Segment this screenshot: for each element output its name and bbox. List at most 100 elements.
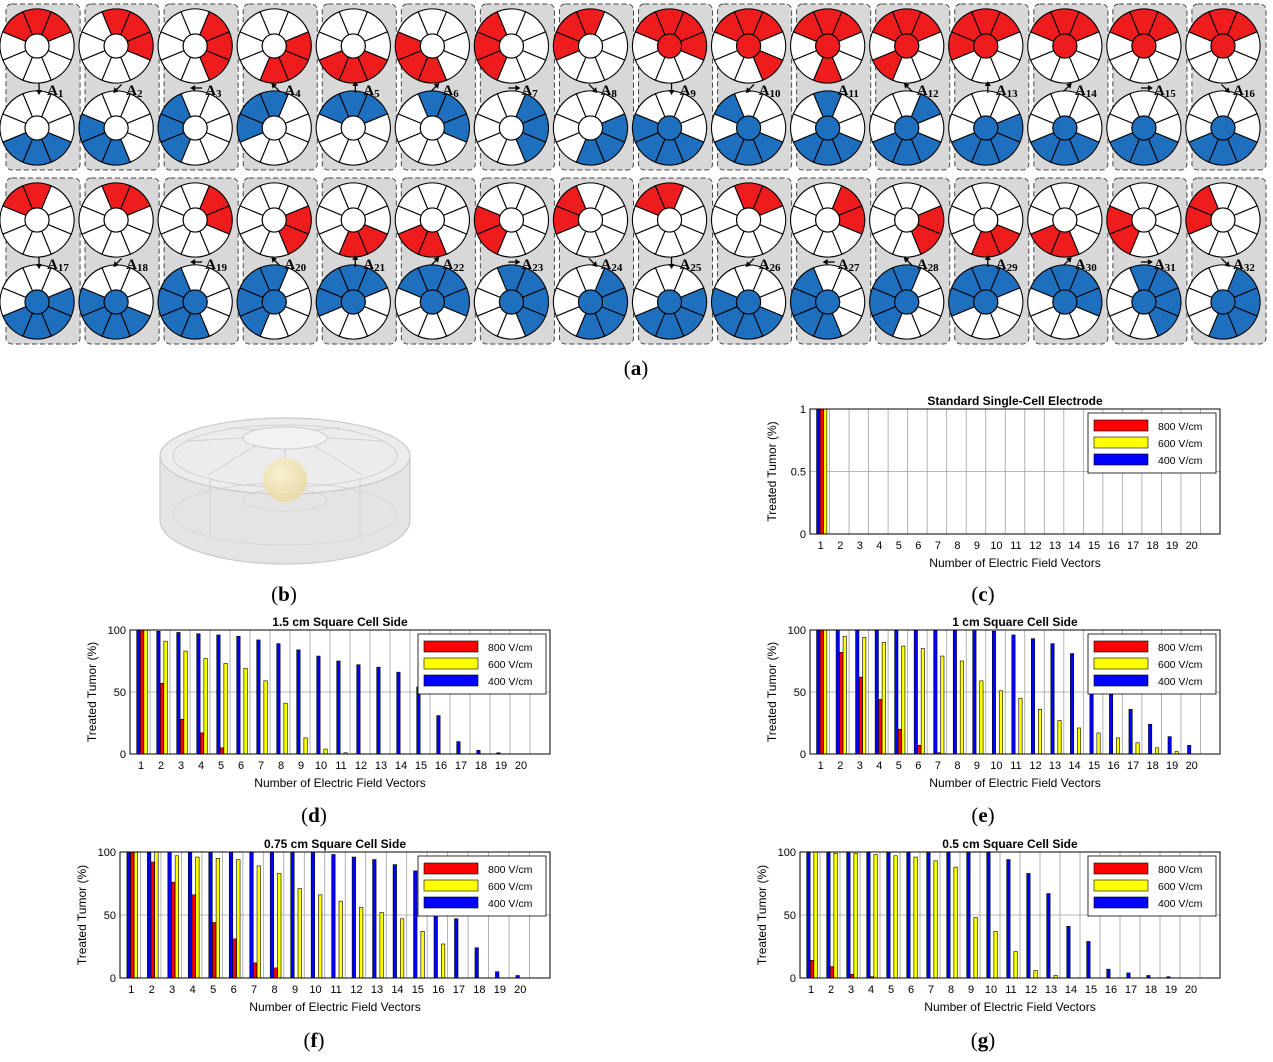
bar (874, 629, 879, 755)
bar (1148, 723, 1153, 755)
bar (273, 967, 278, 979)
negative-electrode-hub (894, 115, 920, 141)
legend-swatch (1093, 436, 1149, 449)
bar (1155, 747, 1160, 755)
legend-swatch (423, 657, 479, 670)
y-tick-label: 50 (104, 910, 116, 922)
field-direction-arrow (822, 259, 835, 265)
pattern-cell-a3: A3 (157, 3, 239, 171)
x-tick-label: 13 (375, 760, 387, 772)
x-tick-label: 12 (1025, 984, 1037, 996)
legend-entry: 400 V/cm (488, 676, 533, 688)
bar (1006, 859, 1011, 979)
negative-electrode-hub (182, 289, 208, 315)
legend-swatch (423, 640, 479, 653)
bar (441, 943, 446, 979)
bar (816, 629, 821, 755)
bar (136, 629, 141, 755)
bar (171, 881, 176, 979)
pattern-cell-a20: A20 (236, 177, 318, 345)
bar (220, 747, 225, 755)
bar (1096, 732, 1101, 755)
positive-electrode-hub (736, 207, 762, 233)
x-tick-label: 17 (455, 760, 467, 772)
figure-label-d: (d) (301, 803, 327, 827)
bar (296, 649, 301, 755)
bar (862, 637, 867, 755)
bar (143, 629, 148, 755)
field-direction-arrow (190, 259, 203, 265)
bar (940, 655, 945, 755)
bar (1128, 709, 1133, 755)
bar (436, 715, 441, 755)
bar (1057, 720, 1062, 755)
bar (126, 851, 131, 979)
x-axis-label: Number of Electric Field Vectors (249, 1000, 420, 1014)
x-tick-label: 19 (495, 760, 507, 772)
bar (1086, 941, 1091, 979)
plot-frame (799, 851, 1221, 979)
pattern-label: A29 (996, 257, 1018, 274)
bar (973, 917, 978, 979)
y-axis-label: Treated Tumor (%) (85, 642, 99, 742)
positive-electrode-hub (656, 207, 683, 233)
bar (835, 629, 840, 755)
x-tick-label: 1 (128, 984, 134, 996)
chart-title: 1.5 cm Square Cell Side (272, 615, 408, 629)
pattern-cell-a4: A4 (236, 3, 318, 171)
negative-electrode-hub (1131, 289, 1157, 315)
x-tick-label: 11 (1005, 984, 1016, 996)
x-tick-label: 18 (1147, 540, 1159, 552)
bar (855, 629, 860, 755)
pattern-label: A4 (284, 83, 301, 100)
field-direction-arrow (588, 258, 598, 267)
x-tick-label: 19 (1166, 540, 1178, 552)
bar (183, 650, 188, 755)
negative-electrode-hub (1131, 115, 1157, 141)
field-direction-arrow (903, 257, 913, 266)
x-tick-label: 8 (954, 540, 960, 552)
bar (256, 865, 261, 979)
negative-electrode-hub (1210, 115, 1236, 141)
bar (130, 851, 135, 979)
bar (986, 851, 991, 979)
bar (873, 854, 878, 979)
field-direction-arrow (36, 83, 43, 95)
x-tick-label: 15 (1088, 760, 1100, 772)
pattern-cell-a14: A14 (1027, 3, 1109, 171)
y-tick-label: 1 (800, 404, 806, 416)
bar (1038, 709, 1042, 755)
bar (913, 856, 918, 979)
bar (913, 629, 918, 755)
bar (1135, 742, 1140, 755)
legend-entry: 400 V/cm (488, 898, 533, 910)
field-direction-arrow (430, 257, 440, 266)
legend-swatch (1093, 453, 1149, 466)
bar (1126, 972, 1131, 979)
x-tick-label: 17 (1127, 760, 1139, 772)
pattern-label: A15 (1154, 83, 1176, 100)
negative-electrode-hub (1052, 289, 1078, 315)
positive-electrode-hub (498, 207, 524, 233)
field-direction-arrow (668, 83, 675, 95)
bar (223, 663, 228, 755)
x-tick-label: 6 (915, 760, 921, 772)
pattern-cell-a13: A13 (948, 3, 1030, 171)
pattern-label: A1 (47, 83, 63, 100)
legend-swatch (423, 674, 479, 687)
bar (318, 894, 323, 979)
legend-entry: 600 V/cm (1158, 659, 1203, 671)
x-tick-label: 2 (837, 540, 843, 552)
positive-electrode-hub (656, 33, 683, 59)
bar (376, 666, 381, 755)
pattern-label: A6 (442, 83, 459, 100)
pattern-label: A12 (917, 83, 939, 100)
x-tick-label: 2 (158, 760, 164, 772)
positive-electrode-hub (182, 33, 208, 59)
negative-electrode-hub (577, 289, 604, 315)
bar (400, 918, 405, 979)
pattern-cell-a18: A18 (78, 177, 160, 345)
bar (853, 852, 858, 979)
chart-0-75cm-cell: 0 50 100 1 2 3 4 5 6 7 8 9 10 11 12 13 14 15 16 17 18 19 20 0.7… (50, 836, 560, 1022)
y-tick-label: 0 (790, 973, 796, 985)
